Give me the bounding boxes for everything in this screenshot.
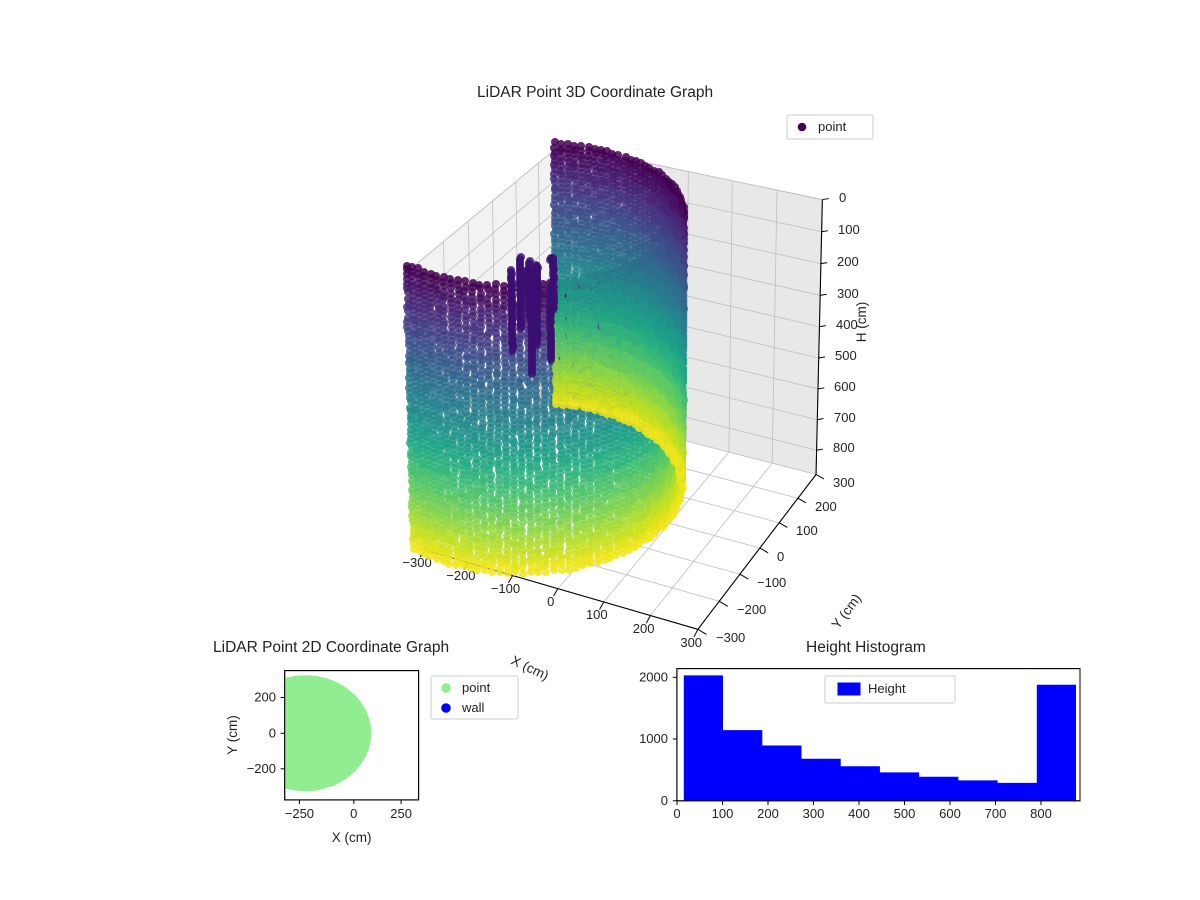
svg-text:point: point [818, 119, 847, 134]
svg-text:−100: −100 [757, 575, 786, 590]
svg-text:200: 200 [815, 499, 837, 514]
svg-text:H (cm): H (cm) [854, 302, 869, 343]
svg-text:600: 600 [834, 379, 856, 394]
svg-text:100: 100 [586, 607, 608, 622]
svg-text:0: 0 [839, 190, 846, 205]
svg-text:700: 700 [834, 410, 856, 425]
svg-text:0: 0 [547, 594, 554, 609]
svg-text:300: 300 [837, 286, 859, 301]
svg-text:800: 800 [833, 440, 855, 455]
svg-text:−300: −300 [716, 630, 745, 645]
svg-text:200: 200 [633, 621, 655, 636]
svg-text:100: 100 [838, 222, 860, 237]
svg-text:200: 200 [837, 254, 859, 269]
svg-text:300: 300 [680, 635, 702, 650]
svg-text:LiDAR Point 3D Coordinate Grap: LiDAR Point 3D Coordinate Graph [477, 84, 713, 101]
svg-text:100: 100 [796, 523, 818, 538]
svg-text:−100: −100 [491, 581, 520, 596]
svg-text:0: 0 [777, 549, 784, 564]
svg-text:300: 300 [833, 475, 855, 490]
svg-text:−200: −200 [737, 602, 766, 617]
svg-text:500: 500 [835, 348, 857, 363]
